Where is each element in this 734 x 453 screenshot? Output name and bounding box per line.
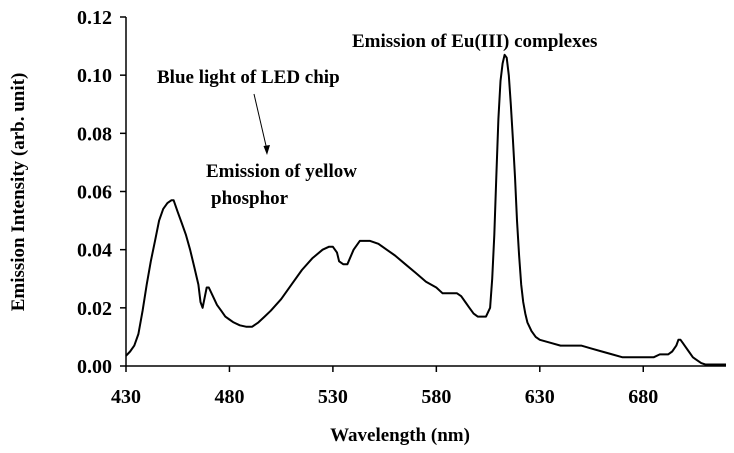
y-tick-label: 0.04 — [77, 240, 112, 262]
annotation-blue-light: Blue light of LED chip — [157, 67, 340, 88]
x-tick-label: 580 — [421, 386, 451, 408]
plot-area: 0.00 0.02 0.04 0.06 0.08 0.10 0.12 430 480 530 580… — [77, 7, 726, 408]
annotation-arrowhead — [263, 145, 270, 155]
axis-tick-labels: 0.00 0.02 0.04 0.06 0.08 0.10 0.12 430 480 530 580… — [77, 7, 658, 408]
annotation-eu-complexes: Emission of Eu(III) complexes — [352, 31, 597, 52]
y-axis-title: Emission Intensity (arb. unit) — [8, 73, 29, 312]
x-tick-label: 680 — [628, 386, 658, 408]
annotation-arrow-line — [253, 93, 268, 151]
y-tick-label: 0.00 — [77, 356, 112, 378]
annotation-yellow-phosphor-line2: phosphor — [211, 188, 289, 209]
y-tick-label: 0.10 — [77, 65, 112, 87]
y-tick-label: 0.02 — [77, 298, 112, 320]
y-tick-label: 0.06 — [77, 182, 112, 204]
x-tick-label: 530 — [318, 386, 348, 408]
y-tick-label: 0.12 — [77, 7, 112, 29]
x-axis-title: Wavelength (nm) — [330, 425, 470, 446]
annotation-yellow-phosphor-line1: Emission of yellow — [206, 161, 357, 182]
axis-ticks — [120, 16, 644, 372]
x-tick-label: 480 — [214, 386, 244, 408]
y-tick-label: 0.08 — [77, 123, 112, 145]
x-tick-label: 630 — [525, 386, 555, 408]
x-tick-label: 430 — [111, 386, 141, 408]
emission-curve — [125, 53, 726, 366]
